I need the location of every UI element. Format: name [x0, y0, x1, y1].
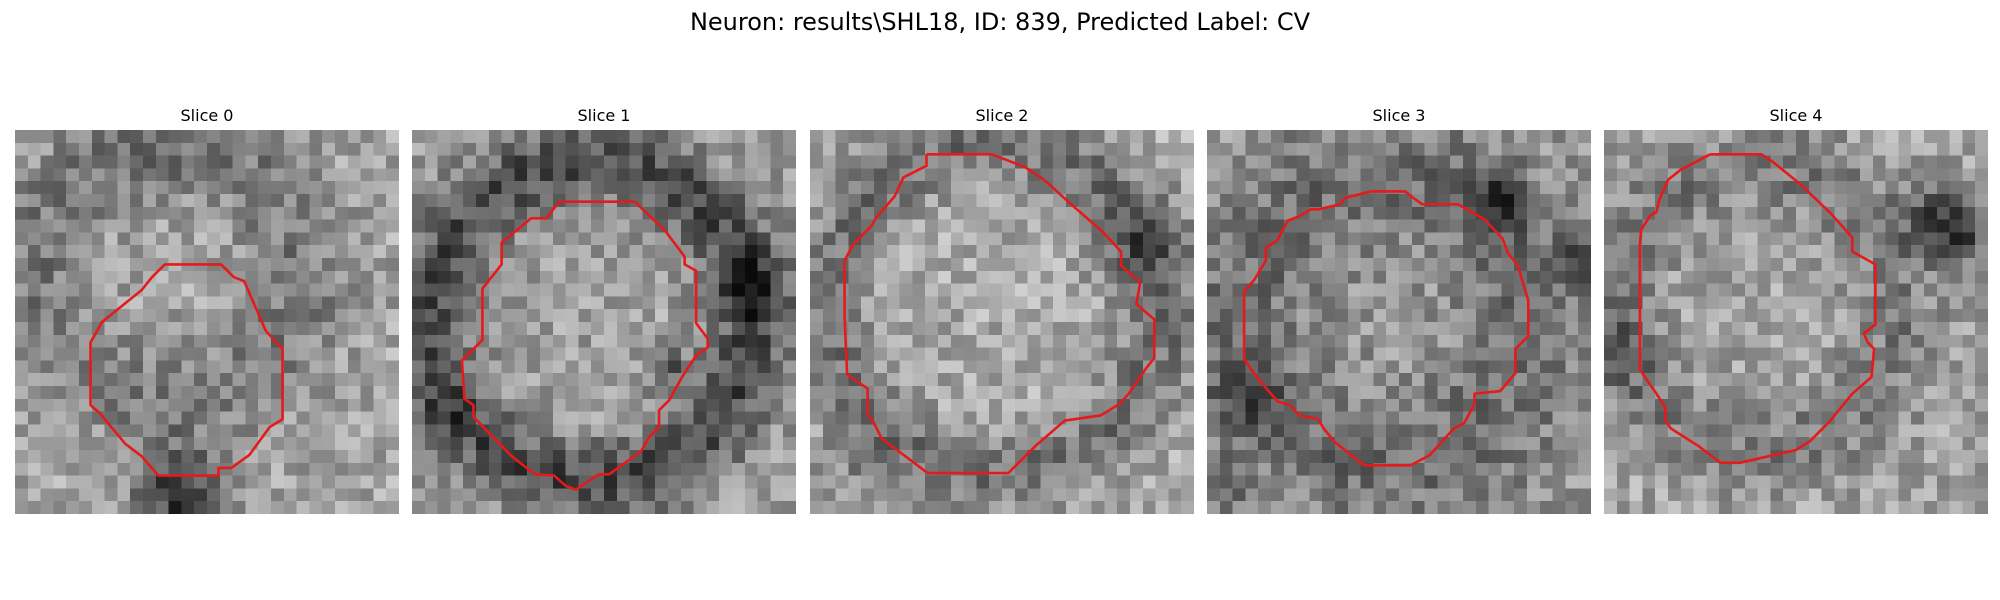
- slice-contour-4: [1640, 154, 1876, 462]
- slice-contour-0: [91, 264, 283, 475]
- slice-pixels-1: [412, 130, 796, 514]
- slice-title-3: Slice 3: [1372, 106, 1426, 125]
- slice-pixels-2: [810, 130, 1194, 514]
- slice-panel-2: Slice 2: [810, 106, 1194, 514]
- slice-panel-4: Slice 4: [1604, 106, 1988, 514]
- slice-image-2: [810, 130, 1194, 514]
- slice-image-3: [1207, 130, 1591, 514]
- slice-panel-1: Slice 1: [412, 106, 796, 514]
- slice-contour-1: [462, 202, 708, 490]
- slice-image-1: [412, 130, 796, 514]
- slice-title-4: Slice 4: [1769, 106, 1823, 125]
- slice-title-0: Slice 0: [180, 106, 234, 125]
- slice-title-2: Slice 2: [975, 106, 1029, 125]
- slice-pixels-0: [15, 130, 399, 514]
- slice-contour-2: [845, 154, 1155, 473]
- figure-title: Neuron: results\SHL18, ID: 839, Predicte…: [689, 8, 1311, 36]
- slice-contour-3: [1244, 191, 1528, 465]
- slice-image-0: [15, 130, 399, 514]
- slice-panel-3: Slice 3: [1207, 106, 1591, 514]
- slice-panel-0: Slice 0: [15, 106, 399, 514]
- slice-title-1: Slice 1: [577, 106, 631, 125]
- slice-pixels-3: [1207, 130, 1591, 514]
- slice-pixels-4: [1604, 130, 1988, 514]
- slice-image-4: [1604, 130, 1988, 514]
